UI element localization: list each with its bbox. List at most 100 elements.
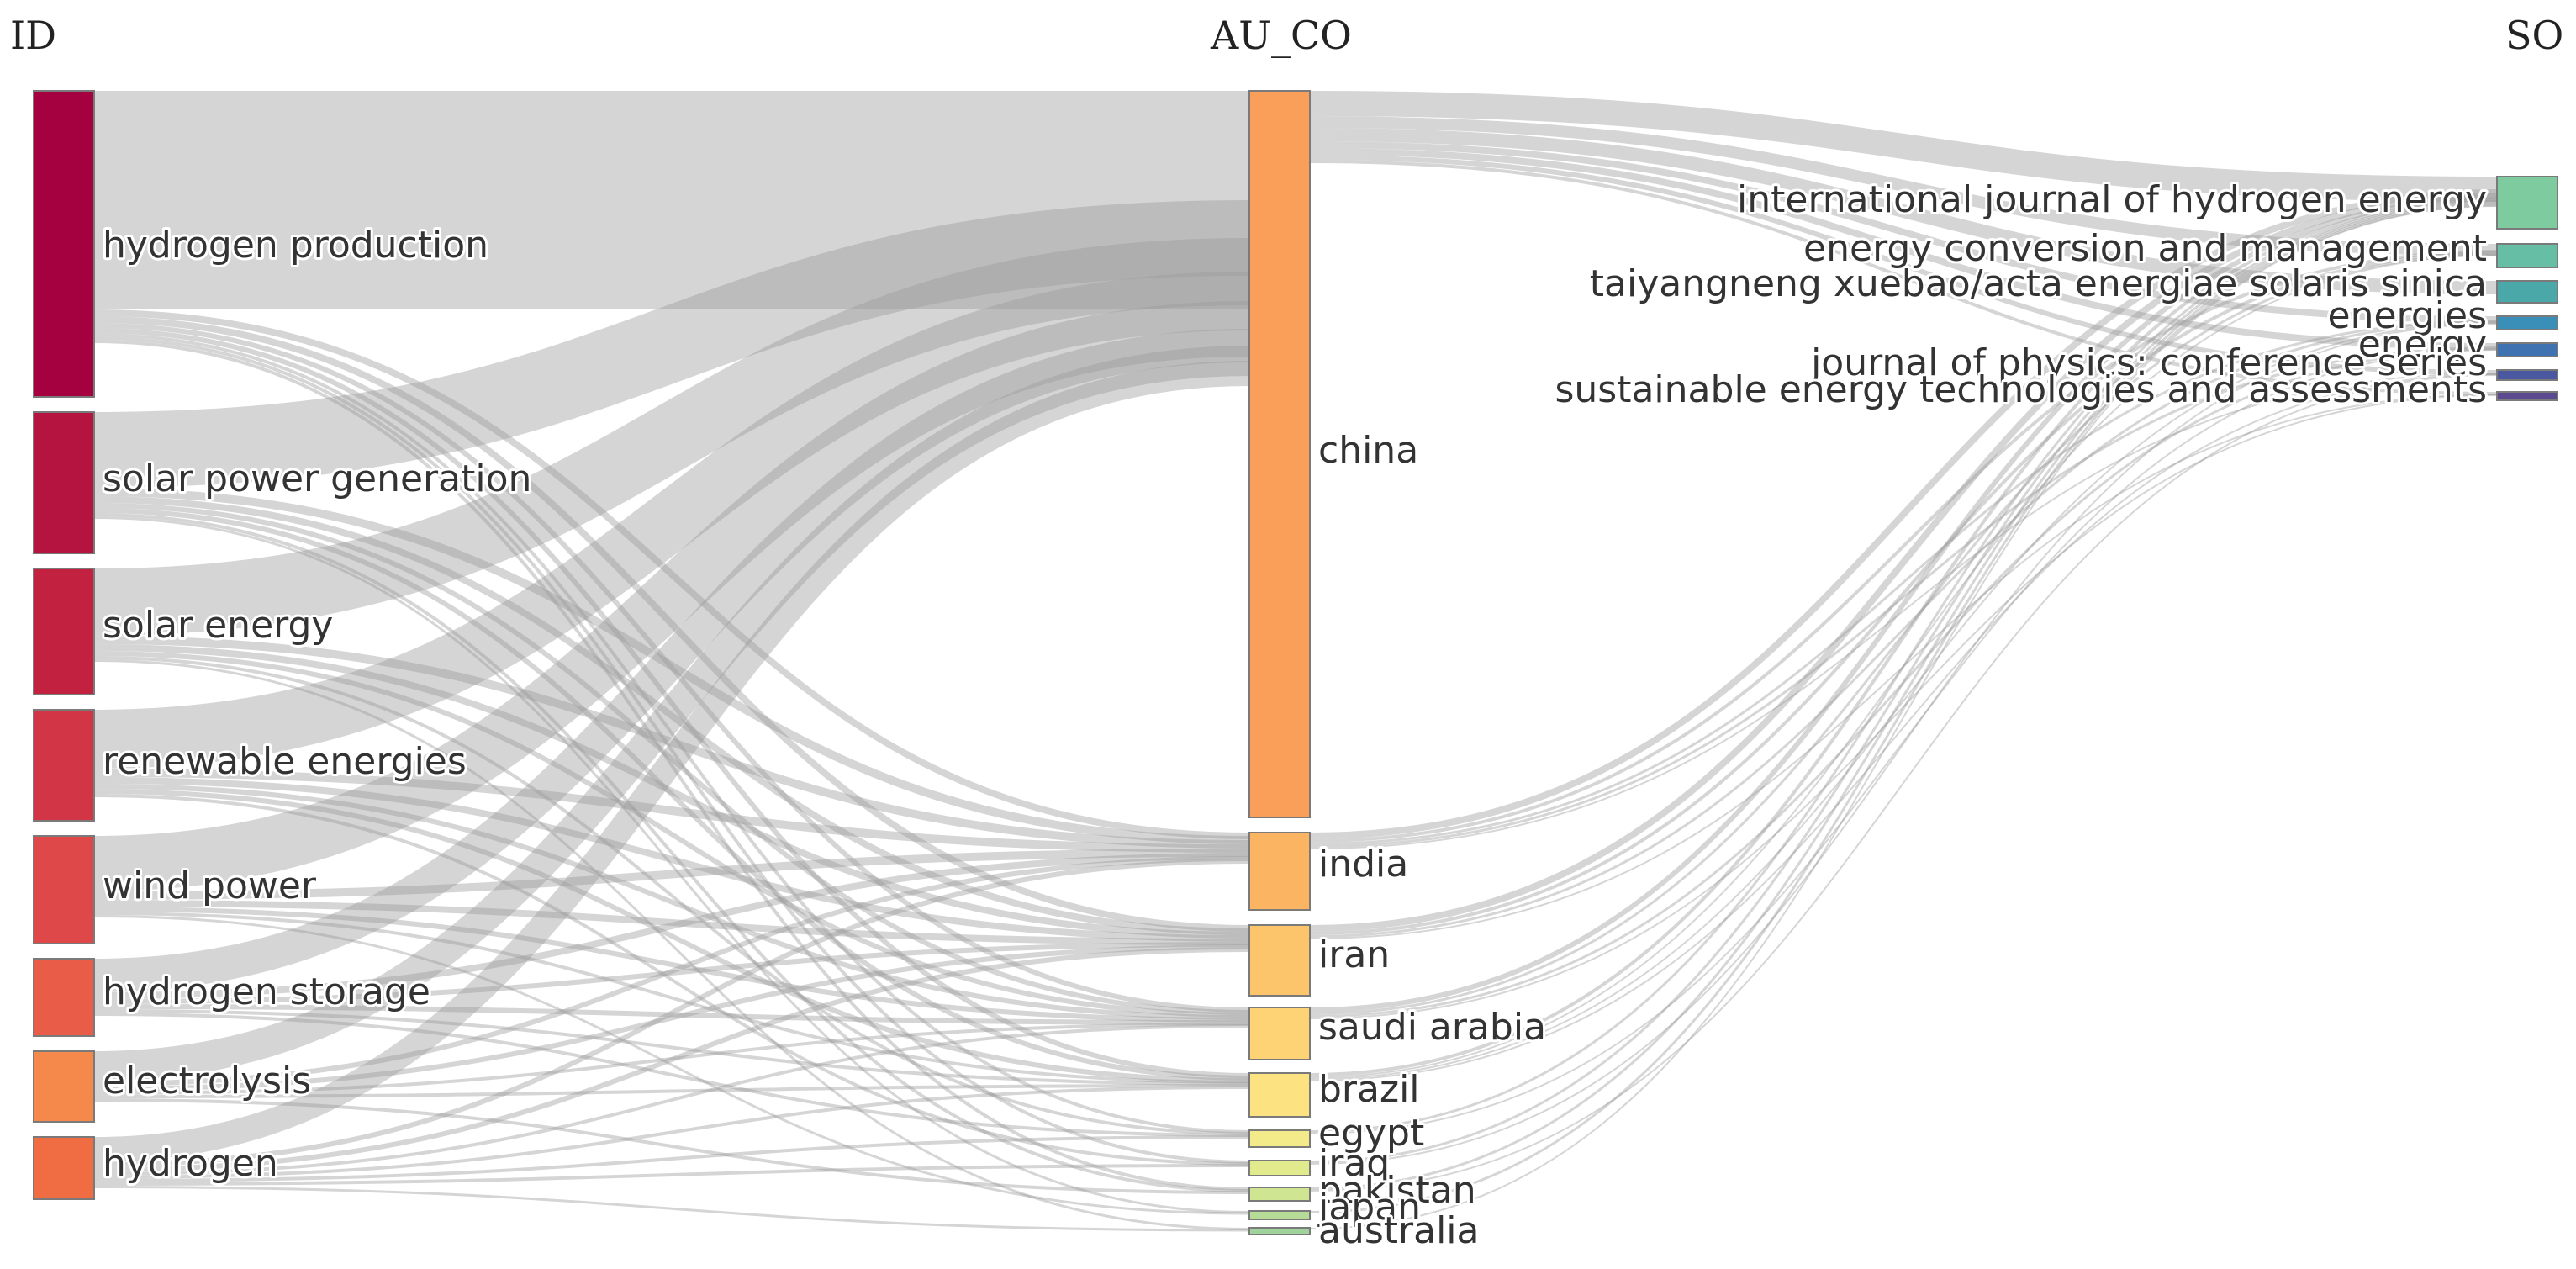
- link-au-co-to-so-11: [1309, 373, 2498, 849]
- node-bar-china[interactable]: [1248, 90, 1311, 818]
- column-title-au-co: AU_CO: [1210, 13, 1352, 58]
- node-au-co-pakistan[interactable]: pakistan: [1248, 1166, 1479, 1214]
- node-so-journal-of-physics-conference-series[interactable]: journal of physics: conference series: [1808, 339, 2558, 387]
- node-au-co-australia[interactable]: australia: [1248, 1207, 1482, 1255]
- link-id-to-au-co-1: [93, 309, 1250, 839]
- link-id-to-au-co-8: [93, 200, 1250, 488]
- link-id-to-au-co-50: [93, 1135, 1250, 1182]
- node-bar-sustainable-energy-technologies-and-assessments[interactable]: [2496, 391, 2558, 401]
- link-id-to-au-co-52: [93, 1186, 1250, 1232]
- node-bar-brazil[interactable]: [1248, 1072, 1311, 1118]
- node-bar-solar-energy[interactable]: [33, 568, 95, 695]
- link-id-to-au-co-25: [93, 789, 1250, 1083]
- node-bar-india[interactable]: [1248, 832, 1311, 911]
- node-id-hydrogen-production[interactable]: hydrogen production: [33, 90, 491, 398]
- node-label-international-journal-of-hydrogen-energy: international journal of hydrogen energy: [1737, 178, 2487, 221]
- link-au-co-to-so-7: [1309, 189, 2498, 839]
- link-id-to-au-co-22: [93, 769, 1250, 853]
- link-id-to-au-co-44: [93, 1098, 1250, 1194]
- node-bar-iraq[interactable]: [1248, 1160, 1311, 1176]
- link-au-co-to-so-17: [1309, 253, 2498, 1015]
- node-bar-journal-of-physics-conference-series[interactable]: [2496, 369, 2558, 381]
- link-au-co-to-so-29: [1309, 374, 2498, 1192]
- node-bar-pakistan[interactable]: [1248, 1187, 1311, 1202]
- link-au-co-to-so-27: [1309, 323, 2498, 1165]
- node-bar-taiyangneng-xuebao-acta-energiae-solaris-sinica[interactable]: [2496, 280, 2558, 304]
- node-bar-japan[interactable]: [1248, 1210, 1311, 1220]
- node-id-solar-energy[interactable]: solar energy: [33, 568, 335, 695]
- node-bar-egypt[interactable]: [1248, 1129, 1311, 1148]
- link-id-to-au-co-18: [93, 651, 1250, 1018]
- node-so-international-journal-of-hydrogen-energy[interactable]: international journal of hydrogen energy: [1734, 176, 2558, 230]
- link-id-to-au-co-51: [93, 1164, 1250, 1186]
- node-label-pakistan: pakistan: [1318, 1169, 1476, 1212]
- node-label-wind-power: wind power: [103, 865, 317, 907]
- node-label-hydrogen-production: hydrogen production: [103, 224, 488, 267]
- node-id-renewable-energies[interactable]: renewable energies: [33, 709, 469, 822]
- link-id-to-au-co-13: [93, 513, 1250, 1192]
- link-au-co-to-so-16: [1309, 196, 2498, 1013]
- node-au-co-japan[interactable]: japan: [1248, 1183, 1423, 1231]
- node-id-hydrogen[interactable]: hydrogen: [33, 1136, 281, 1200]
- link-au-co-to-so-20: [1309, 198, 2498, 1076]
- link-id-to-au-co-11: [93, 503, 1250, 1015]
- link-id-to-au-co-12: [93, 508, 1250, 1081]
- node-au-co-brazil[interactable]: brazil: [1248, 1065, 1423, 1118]
- node-bar-energy[interactable]: [2496, 342, 2558, 357]
- link-id-to-au-co-17: [93, 644, 1250, 939]
- node-au-co-iran[interactable]: iran: [1248, 924, 1392, 997]
- node-label-journal-of-physics-conference-series: journal of physics: conference series: [1810, 341, 2487, 384]
- link-id-to-au-co-42: [93, 1023, 1250, 1095]
- node-so-energy[interactable]: energy: [2356, 320, 2558, 368]
- node-so-energies[interactable]: energies: [2325, 292, 2558, 340]
- link-id-to-au-co-6: [93, 336, 1250, 1164]
- link-id-to-au-co-28: [93, 849, 1250, 900]
- node-label-japan: japan: [1317, 1186, 1421, 1229]
- link-id-to-au-co-33: [93, 329, 1250, 992]
- link-au-co-to-so-9: [1309, 320, 2498, 845]
- link-au-co-to-so-13: [1309, 251, 2498, 935]
- node-bar-saudi-arabia[interactable]: [1248, 1007, 1311, 1060]
- node-so-sustainable-energy-technologies-and-assessments[interactable]: sustainable energy technologies and asse…: [1552, 366, 2558, 414]
- node-bar-electrolysis[interactable]: [33, 1050, 95, 1123]
- node-label-energy: energy: [2358, 323, 2487, 366]
- node-au-co-iraq[interactable]: iraq: [1248, 1139, 1392, 1187]
- node-bar-solar-power-generation[interactable]: [33, 411, 95, 554]
- node-bar-iran[interactable]: [1248, 924, 1311, 997]
- link-id-to-au-co-35: [93, 942, 1250, 1004]
- link-au-co-to-so-24: [1309, 200, 2498, 1133]
- link-au-co-to-so-25: [1309, 349, 2498, 1134]
- link-au-co-to-so-12: [1309, 193, 2498, 932]
- node-label-solar-energy: solar energy: [103, 604, 333, 647]
- link-id-to-au-co-20: [93, 659, 1250, 1230]
- node-au-co-egypt[interactable]: egypt: [1248, 1109, 1427, 1157]
- link-au-co-to-so-28: [1309, 203, 2498, 1190]
- node-label-egypt: egypt: [1318, 1112, 1424, 1155]
- link-au-co-to-so-30: [1309, 204, 2498, 1213]
- node-id-electrolysis[interactable]: electrolysis: [33, 1050, 314, 1123]
- link-au-co-to-so-3: [1309, 141, 2498, 323]
- node-bar-hydrogen-production[interactable]: [33, 90, 95, 398]
- node-bar-hydrogen-storage[interactable]: [33, 958, 95, 1037]
- link-id-to-au-co-43: [93, 1084, 1250, 1098]
- node-so-taiyangneng-xuebao-acta-energiae-solaris-sinica[interactable]: taiyangneng xuebao/acta energiae solaris…: [1587, 260, 2558, 308]
- node-id-solar-power-generation[interactable]: solar power generation: [33, 411, 534, 554]
- link-id-to-au-co-48: [93, 1024, 1250, 1176]
- node-au-co-saudi-arabia[interactable]: saudi arabia: [1248, 1003, 1549, 1060]
- node-bar-international-journal-of-hydrogen-energy[interactable]: [2496, 176, 2558, 230]
- node-bar-energies[interactable]: [2496, 315, 2558, 330]
- node-label-energy-conversion-and-management: energy conversion and management: [1803, 227, 2487, 270]
- node-au-co-india[interactable]: india: [1248, 832, 1411, 911]
- node-bar-renewable-energies[interactable]: [33, 709, 95, 822]
- node-so-energy-conversion-and-management[interactable]: energy conversion and management: [1801, 225, 2558, 272]
- node-bar-hydrogen[interactable]: [33, 1136, 95, 1200]
- node-bar-wind-power[interactable]: [33, 835, 95, 944]
- node-bar-energy-conversion-and-management[interactable]: [2496, 243, 2558, 268]
- node-label-energies: energies: [2328, 294, 2488, 337]
- link-id-to-au-co-30: [93, 907, 1250, 1023]
- node-au-co-china[interactable]: china: [1248, 90, 1421, 818]
- node-bar-australia[interactable]: [1248, 1227, 1311, 1235]
- column-title-so: SO: [2505, 13, 2563, 58]
- node-id-hydrogen-storage[interactable]: hydrogen storage: [33, 958, 433, 1037]
- node-id-wind-power[interactable]: wind power: [33, 835, 319, 944]
